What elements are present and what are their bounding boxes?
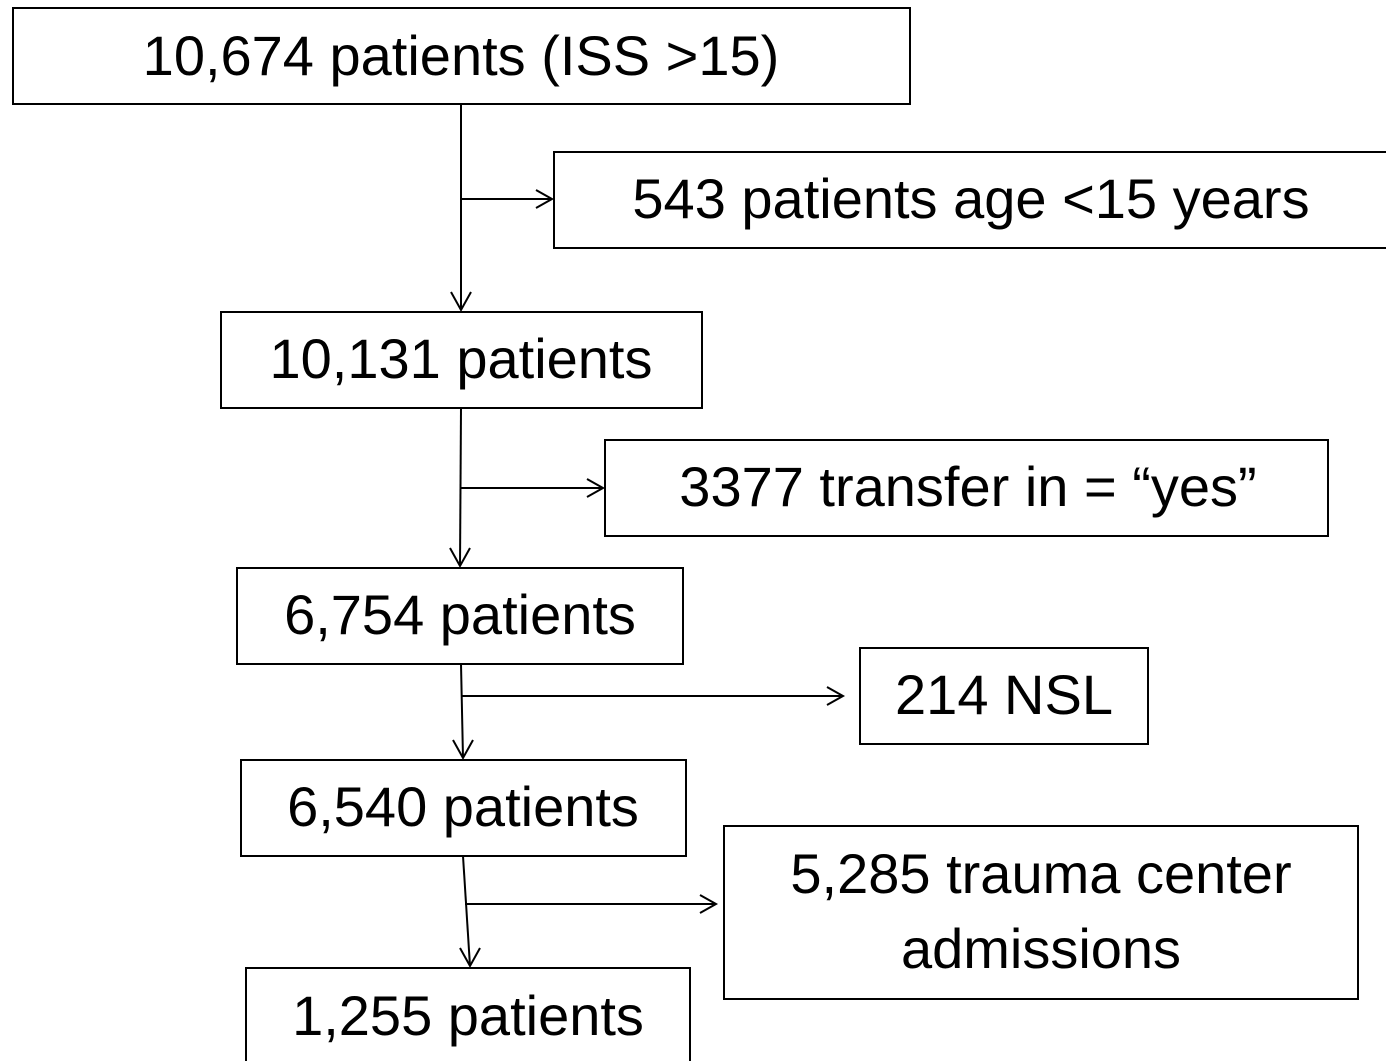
box-label: 1,255 patients [292, 984, 644, 1047]
box-label-line: admissions [901, 917, 1181, 980]
box [604, 439, 1329, 537]
box [859, 647, 1149, 745]
box-label: 214 NSL [895, 663, 1113, 726]
box-label: 10,131 patients [270, 327, 653, 390]
box [12, 7, 911, 105]
arrowhead [452, 739, 474, 761]
arrowhead [459, 947, 481, 969]
connector [459, 407, 462, 567]
box [240, 759, 687, 857]
box-label-line: 5,285 trauma center [790, 842, 1291, 905]
connector [460, 663, 464, 759]
box [553, 151, 1386, 249]
box [220, 311, 703, 409]
box-label: 3377 transfer in = “yes” [679, 455, 1256, 518]
box-label: 10,674 patients (ISS >15) [143, 24, 780, 87]
arrowhead [450, 291, 472, 313]
connector [462, 855, 471, 967]
arrowhead [699, 894, 719, 914]
box [723, 825, 1359, 1000]
box-label: 6,754 patients [284, 583, 636, 646]
connectors [449, 104, 846, 969]
arrowhead [535, 189, 555, 209]
box-label: 6,540 patients [287, 775, 639, 838]
box [236, 567, 684, 665]
arrowhead [826, 686, 846, 706]
box-label: 543 patients age <15 years [632, 167, 1309, 230]
box [245, 967, 691, 1061]
arrowhead [449, 547, 471, 569]
arrowhead [586, 478, 606, 498]
